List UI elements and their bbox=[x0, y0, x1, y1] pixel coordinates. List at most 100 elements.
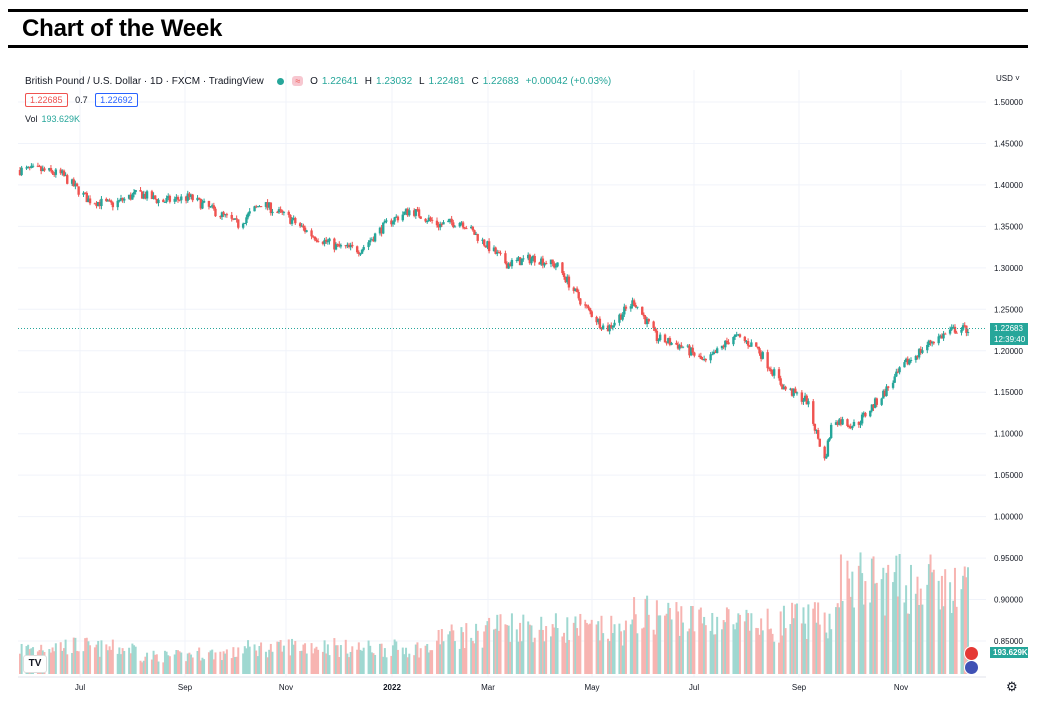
buy-price-button[interactable]: 1.22692 bbox=[95, 93, 138, 107]
chart-area[interactable]: 1.50000 1.45000 1.40000 1.35000 1.30000 1.250… bbox=[18, 70, 1030, 700]
volume-bar bbox=[131, 643, 134, 674]
candle-body bbox=[834, 422, 838, 425]
candle-body bbox=[385, 220, 388, 222]
eye-badge-icon[interactable]: ≈ bbox=[292, 76, 304, 86]
volume-bar bbox=[362, 647, 365, 674]
volume-bar bbox=[735, 622, 738, 674]
candle-body bbox=[25, 167, 28, 169]
volume-bar bbox=[100, 640, 103, 674]
candle-body bbox=[424, 218, 427, 222]
candle-body bbox=[738, 334, 742, 337]
volume-bar bbox=[230, 658, 233, 674]
candle-body bbox=[807, 401, 810, 405]
candle-body bbox=[644, 316, 647, 325]
candle-body bbox=[658, 334, 662, 341]
volume-bar bbox=[677, 611, 680, 674]
volume-bar bbox=[222, 651, 225, 674]
flag-icon[interactable] bbox=[964, 646, 979, 661]
volume-bar bbox=[234, 657, 237, 674]
candle-body bbox=[271, 211, 274, 214]
flag-icon[interactable] bbox=[964, 660, 979, 675]
volume-bar bbox=[691, 606, 694, 674]
volume-bar bbox=[939, 609, 942, 674]
candle-body bbox=[862, 412, 865, 415]
candle-body bbox=[715, 348, 719, 353]
volume-bar bbox=[87, 641, 90, 674]
candle-body bbox=[631, 300, 634, 307]
volume-bar bbox=[846, 560, 849, 674]
candle-body bbox=[655, 330, 659, 342]
candle-body bbox=[212, 205, 216, 209]
currency-selector[interactable]: USD ˅ bbox=[996, 74, 1020, 83]
candle-body bbox=[574, 288, 577, 292]
candle-body bbox=[323, 239, 326, 244]
volume-bar bbox=[129, 653, 132, 674]
volume-bar bbox=[302, 644, 305, 674]
candle-body bbox=[743, 336, 747, 342]
candle-body bbox=[349, 244, 352, 248]
candle-body bbox=[598, 318, 602, 328]
volume-bar bbox=[919, 588, 922, 674]
candle-body bbox=[26, 166, 30, 168]
volume-bar bbox=[61, 650, 64, 674]
volume-bar bbox=[509, 641, 512, 674]
volume-bar bbox=[747, 613, 750, 674]
candle-body bbox=[70, 179, 74, 184]
bar-countdown: 12:39:40 bbox=[994, 335, 1026, 344]
volume-bar bbox=[279, 640, 282, 674]
candle-body bbox=[916, 355, 919, 358]
volume-bar bbox=[634, 614, 637, 674]
volume-bar bbox=[949, 582, 952, 674]
volume-bar bbox=[494, 628, 497, 674]
candle-body bbox=[800, 392, 804, 402]
candle-body bbox=[914, 355, 918, 360]
tradingview-logo-icon[interactable]: TV bbox=[23, 655, 47, 673]
candle-body bbox=[906, 358, 909, 365]
candle-body bbox=[849, 426, 852, 429]
candle-body bbox=[937, 336, 940, 344]
volume-bar bbox=[584, 619, 587, 674]
candle-body bbox=[108, 200, 111, 202]
volume-bar bbox=[427, 652, 430, 674]
volume-bar bbox=[333, 638, 336, 674]
candle-body bbox=[818, 438, 821, 447]
candle-body bbox=[426, 221, 429, 223]
candle-body bbox=[704, 358, 707, 361]
candle-body bbox=[471, 226, 475, 231]
candle-body bbox=[321, 241, 325, 244]
volume-bar bbox=[519, 622, 522, 674]
candle-body bbox=[465, 228, 468, 230]
volume-bar bbox=[667, 602, 670, 674]
candle-body bbox=[110, 200, 113, 203]
candle-body bbox=[458, 222, 461, 227]
volume-bar bbox=[426, 643, 429, 674]
candle-body bbox=[585, 305, 589, 307]
volume-bar bbox=[152, 650, 155, 674]
candle-body bbox=[119, 198, 123, 200]
candle-body bbox=[186, 193, 189, 201]
candle-body bbox=[20, 167, 23, 175]
candle-body bbox=[624, 306, 628, 309]
volume-bar bbox=[486, 621, 489, 674]
candle-body bbox=[72, 179, 75, 187]
page-title: Chart of the Week bbox=[22, 15, 223, 42]
symbol-title[interactable]: British Pound / U.S. Dollar · 1D · FXCM … bbox=[25, 76, 264, 87]
candle-body bbox=[494, 247, 497, 254]
candle-body bbox=[313, 236, 317, 240]
candle-body bbox=[725, 340, 729, 343]
volume-bar bbox=[927, 564, 930, 674]
candle-body bbox=[419, 216, 422, 219]
sell-price-button[interactable]: 1.22685 bbox=[25, 93, 68, 107]
volume-bar bbox=[771, 633, 774, 674]
volume-bar bbox=[566, 617, 569, 674]
volume-bar bbox=[647, 614, 650, 674]
volume-bar bbox=[553, 627, 556, 674]
settings-gear-icon[interactable]: ⚙ bbox=[1006, 679, 1018, 694]
volume-bar bbox=[828, 613, 831, 674]
candlestick-chart[interactable]: 1.50000 1.45000 1.40000 1.35000 1.30000 1.250… bbox=[18, 70, 1030, 700]
volume-bar bbox=[59, 642, 62, 674]
candle-body bbox=[544, 263, 548, 265]
candle-body bbox=[481, 239, 484, 241]
volume-bar bbox=[155, 654, 158, 674]
volume-bar bbox=[963, 566, 966, 674]
